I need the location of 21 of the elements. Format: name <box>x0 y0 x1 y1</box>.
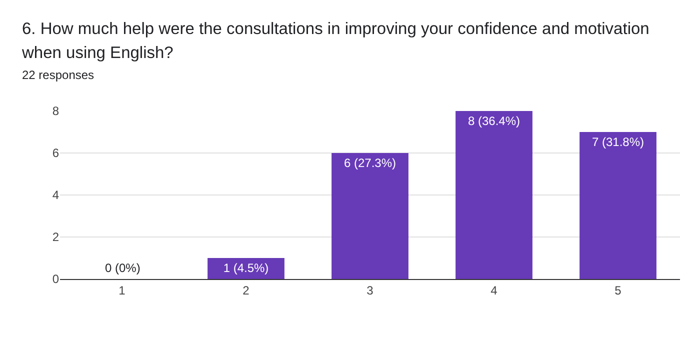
y-tick-label: 4 <box>52 188 60 202</box>
x-tick-label: 2 <box>242 283 250 298</box>
y-tick-label: 8 <box>52 104 60 118</box>
bar <box>456 111 532 279</box>
bar <box>208 258 284 279</box>
y-tick-label: 6 <box>52 146 60 160</box>
bar <box>332 153 408 279</box>
bar <box>580 132 656 279</box>
x-tick-label: 1 <box>118 283 126 298</box>
data-label: 7 (31.8%) <box>592 135 644 149</box>
y-tick-label: 0 <box>52 272 60 286</box>
data-label: 8 (36.4%) <box>468 114 520 128</box>
chart-subtitle: 22 responses <box>22 68 94 82</box>
x-tick-label: 4 <box>490 283 498 298</box>
x-tick-label: 3 <box>366 283 374 298</box>
x-tick-label: 5 <box>614 283 622 298</box>
data-label: 1 (4.5%) <box>223 261 269 275</box>
y-tick-label: 2 <box>52 230 60 244</box>
data-label: 0 (0%) <box>105 261 140 275</box>
chart-title: 6. How much help were the consultations in improving your confidence and motivation when using English? <box>22 19 650 64</box>
data-label: 6 (27.3%) <box>344 156 396 170</box>
